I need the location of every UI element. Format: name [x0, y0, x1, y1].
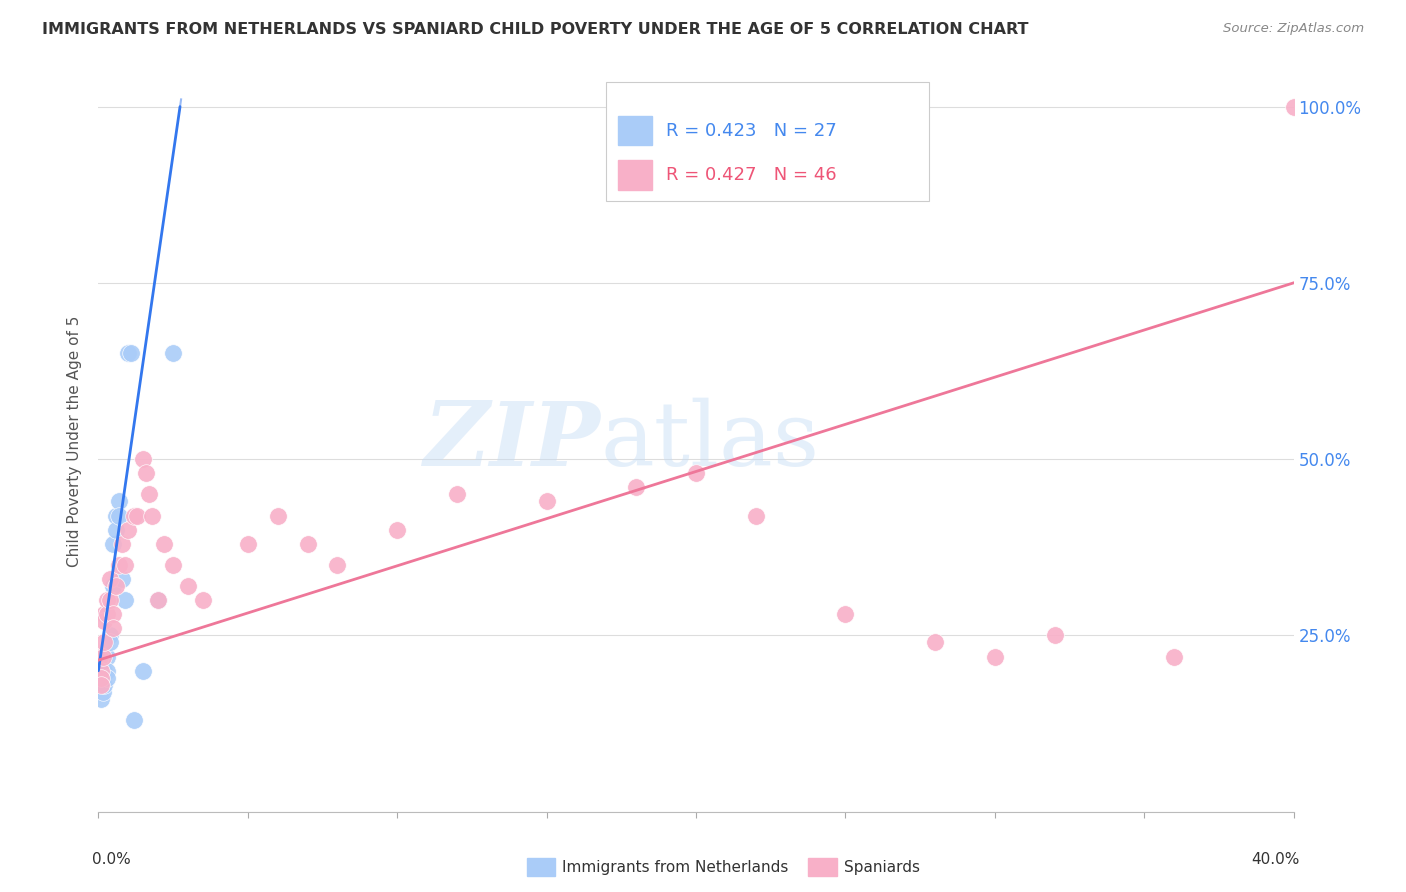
Point	[626, 480, 648, 494]
Point	[153, 537, 176, 551]
Point	[114, 558, 136, 572]
Y-axis label: Child Poverty Under the Age of 5: Child Poverty Under the Age of 5	[67, 316, 83, 567]
Point	[124, 713, 146, 727]
Point	[536, 494, 558, 508]
Point	[90, 671, 112, 685]
Point	[1043, 628, 1066, 642]
Text: atlas: atlas	[600, 398, 820, 485]
Point	[685, 467, 707, 481]
Point	[745, 508, 768, 523]
Point	[446, 487, 468, 501]
Point	[834, 607, 856, 622]
Point	[297, 537, 319, 551]
Point	[90, 685, 112, 699]
Point	[1282, 100, 1305, 114]
Text: IMMIGRANTS FROM NETHERLANDS VS SPANIARD CHILD POVERTY UNDER THE AGE OF 5 CORRELA: IMMIGRANTS FROM NETHERLANDS VS SPANIARD …	[42, 22, 1029, 37]
Point	[105, 579, 128, 593]
Point	[924, 635, 946, 649]
FancyBboxPatch shape	[619, 161, 652, 190]
Point	[120, 346, 142, 360]
Point	[93, 664, 115, 678]
Point	[90, 664, 112, 678]
Point	[91, 685, 114, 699]
Point	[124, 508, 146, 523]
Text: Source: ZipAtlas.com: Source: ZipAtlas.com	[1223, 22, 1364, 36]
Point	[103, 579, 125, 593]
Point	[90, 692, 112, 706]
Point	[138, 487, 160, 501]
Point	[98, 628, 122, 642]
Point	[135, 467, 157, 481]
Point	[98, 635, 122, 649]
Point	[984, 649, 1007, 664]
Point	[114, 593, 136, 607]
Point	[108, 494, 131, 508]
Point	[191, 593, 214, 607]
FancyBboxPatch shape	[606, 82, 929, 201]
Point	[111, 537, 134, 551]
Point	[111, 572, 134, 586]
Text: Immigrants from Netherlands: Immigrants from Netherlands	[562, 861, 789, 875]
Point	[103, 607, 125, 622]
Point	[96, 664, 118, 678]
Text: ZIP: ZIP	[425, 399, 600, 484]
Point	[326, 558, 349, 572]
Point	[132, 664, 155, 678]
Point	[105, 508, 128, 523]
Point	[103, 621, 125, 635]
Point	[93, 615, 115, 629]
Point	[90, 678, 112, 692]
Point	[96, 649, 118, 664]
Point	[93, 635, 115, 649]
Point	[141, 508, 163, 523]
Point	[90, 671, 112, 685]
Point	[148, 593, 170, 607]
Point	[132, 452, 155, 467]
Point	[162, 346, 184, 360]
Point	[105, 523, 128, 537]
Point	[127, 508, 149, 523]
Point	[108, 508, 131, 523]
Point	[98, 593, 122, 607]
Point	[98, 572, 122, 586]
Text: Spaniards: Spaniards	[844, 861, 920, 875]
Point	[96, 671, 118, 685]
Text: 40.0%: 40.0%	[1251, 853, 1299, 867]
Point	[96, 593, 118, 607]
Point	[385, 523, 409, 537]
Point	[177, 579, 200, 593]
Point	[93, 607, 115, 622]
Point	[93, 678, 115, 692]
Point	[96, 607, 118, 622]
Point	[89, 664, 111, 678]
Text: 0.0%: 0.0%	[93, 853, 131, 867]
FancyBboxPatch shape	[619, 116, 652, 145]
Point	[89, 649, 111, 664]
Point	[117, 523, 139, 537]
Text: R = 0.423   N = 27: R = 0.423 N = 27	[666, 121, 837, 139]
Point	[162, 558, 184, 572]
Point	[91, 649, 114, 664]
Point	[148, 593, 170, 607]
Point	[236, 537, 259, 551]
Point	[108, 558, 131, 572]
Point	[117, 346, 139, 360]
Text: R = 0.427   N = 46: R = 0.427 N = 46	[666, 166, 837, 184]
Point	[1163, 649, 1185, 664]
Point	[267, 508, 290, 523]
Point	[103, 537, 125, 551]
Point	[93, 649, 115, 664]
